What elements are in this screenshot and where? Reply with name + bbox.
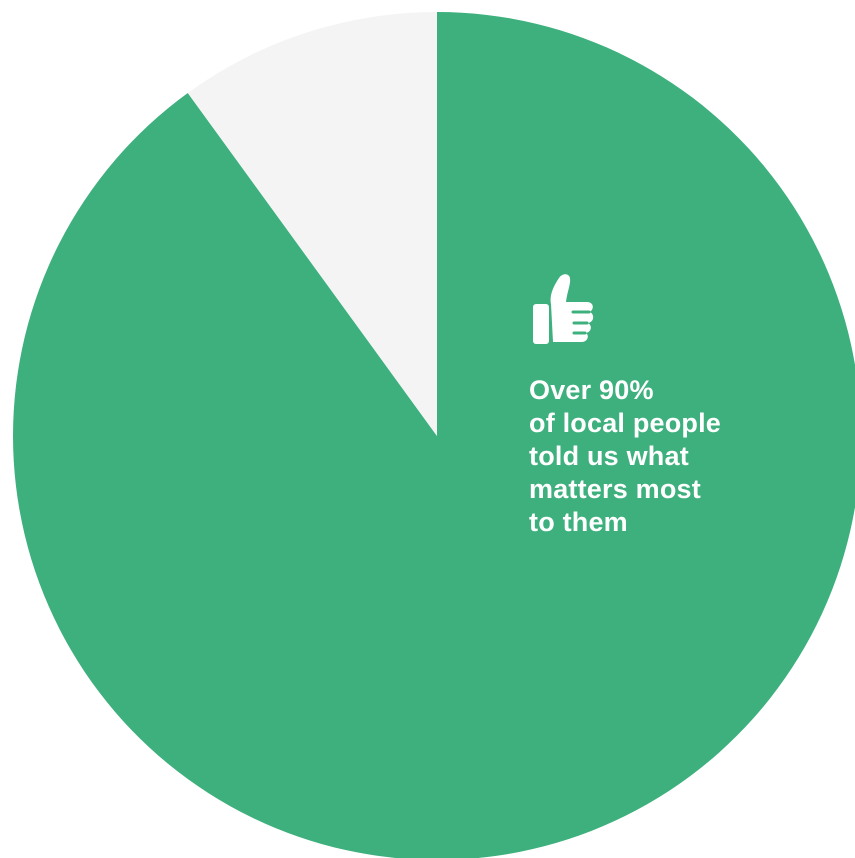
thumbs-up-icon [533, 274, 594, 344]
annotation-line: Over 90% [529, 375, 654, 405]
chart-annotation: Over 90% of local people told us what ma… [529, 268, 849, 539]
annotation-line: matters most [529, 474, 701, 504]
annotation-line: to them [529, 507, 628, 537]
annotation-caption: Over 90% of local people told us what ma… [529, 374, 849, 539]
pie-slice-major [13, 12, 855, 858]
annotation-line: told us what [529, 441, 689, 471]
pie-slice-minor [187, 12, 437, 436]
annotation-line: of local people [529, 408, 722, 438]
